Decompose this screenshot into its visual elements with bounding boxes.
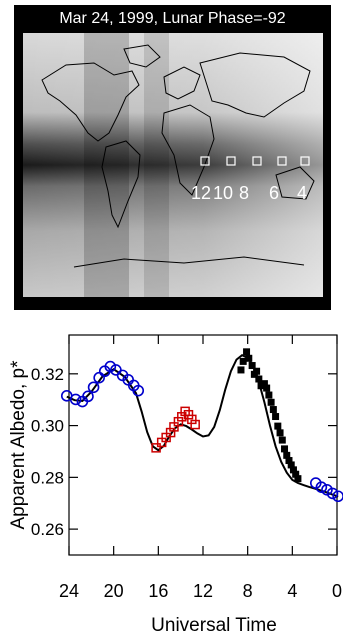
data-point-square-filled <box>237 366 245 374</box>
y-tick-label: 0.28 <box>31 468 64 487</box>
data-point-square-filled <box>278 436 286 444</box>
data-point-square-filled <box>245 354 253 362</box>
greenland-outline <box>123 44 161 68</box>
y-axis-ticks: 0.26 0.28 0.30 0.32 <box>31 365 337 539</box>
data-point-circle <box>69 393 82 406</box>
station-label-4: 4 <box>297 183 307 203</box>
data-point-circle <box>132 384 145 397</box>
data-point-square-filled <box>267 398 275 406</box>
fit-curve <box>66 354 339 498</box>
map-dark-streak <box>84 33 129 297</box>
station-marker-8 <box>252 156 262 166</box>
data-point-circle <box>326 487 339 500</box>
data-point-square-filled <box>248 362 256 370</box>
data-markers <box>60 348 343 503</box>
x-tick-label: 12 <box>193 581 213 601</box>
data-point-circle <box>82 390 94 403</box>
data-point-square-filled <box>281 445 289 453</box>
data-point-square-filled <box>283 451 291 459</box>
station-label-8: 8 <box>239 183 249 203</box>
x-tick-label: 0 <box>332 581 342 601</box>
data-point-square-open <box>190 419 200 430</box>
data-point-square-filled <box>292 470 300 478</box>
data-point-circle <box>87 381 100 394</box>
x-tick-label: 16 <box>148 581 168 601</box>
data-point-square-open <box>151 443 161 453</box>
station-marker-12 <box>200 156 210 166</box>
map-title: Mar 24, 1999, Lunar Phase=-92 <box>59 10 286 27</box>
data-point-square-filled <box>289 466 297 474</box>
station-marker-4 <box>300 156 310 166</box>
europe-outline <box>163 66 201 100</box>
map-image: 12 10 8 6 4 <box>23 33 323 297</box>
data-point-circle <box>332 490 343 503</box>
x-tick-label: 20 <box>104 581 124 601</box>
albedo-chart: 0.26 0.28 0.30 0.32 24 20 16 12 8 4 0 Apparent Al… <box>8 334 343 636</box>
africa-outline <box>161 104 215 196</box>
asia-outline <box>199 52 311 118</box>
x-axis-ticks: 24 20 16 12 8 4 0 <box>59 335 342 601</box>
data-point-square-filled <box>294 475 302 483</box>
data-point-square-filled <box>287 461 295 469</box>
continent-outlines <box>41 44 315 268</box>
data-point-square-filled <box>276 429 284 437</box>
station-marker-10 <box>226 156 236 166</box>
x-tick-label: 24 <box>59 581 79 601</box>
data-point-square-filled <box>255 375 263 383</box>
station-label-6: 6 <box>269 183 279 203</box>
antarctica-outline <box>73 256 305 268</box>
data-point-square-filled <box>269 406 277 414</box>
data-point-square-filled <box>274 422 282 430</box>
station-label-10: 10 <box>213 183 233 203</box>
data-point-circle <box>104 360 117 373</box>
data-point-square-filled <box>253 367 261 375</box>
x-tick-label: 4 <box>287 581 297 601</box>
station-marker-6 <box>277 156 287 166</box>
station-markers <box>200 156 310 166</box>
y-tick-label: 0.26 <box>31 520 64 539</box>
data-point-square-filled <box>263 384 271 392</box>
australia-outline <box>275 166 315 200</box>
data-point-circle <box>315 481 328 493</box>
x-axis-label: Universal Time <box>151 615 277 636</box>
south-america-outline <box>101 140 141 229</box>
data-point-square-filled <box>239 357 247 365</box>
data-point-square-filled <box>265 391 273 399</box>
x-tick-label: 8 <box>243 581 253 601</box>
y-tick-label: 0.32 <box>31 365 64 384</box>
station-label-12: 12 <box>191 183 211 203</box>
data-point-square-filled <box>260 380 268 388</box>
y-axis-label: Apparent Albedo, p* <box>8 360 29 530</box>
data-point-square-filled <box>243 348 251 356</box>
data-point-square-filled <box>285 457 293 465</box>
y-tick-label: 0.30 <box>31 417 64 436</box>
north-america-outline <box>41 62 140 142</box>
data-point-square-filled <box>272 413 280 421</box>
earth-albedo-map: 12 10 8 6 4 Mar 24, 1999, Lunar Phase=-9… <box>14 5 331 310</box>
